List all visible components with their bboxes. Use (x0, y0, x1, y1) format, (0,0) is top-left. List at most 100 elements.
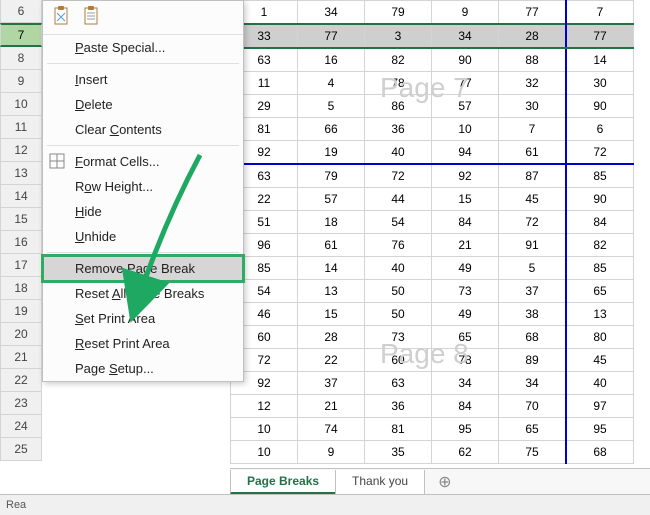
paste-icon[interactable] (51, 5, 73, 30)
cell[interactable]: 19 (298, 141, 365, 165)
cell[interactable]: 84 (566, 211, 634, 234)
cell[interactable]: 92 (432, 164, 499, 188)
menu-item-paste-special[interactable]: Paste Special... (43, 35, 243, 60)
cell[interactable]: 86 (365, 95, 432, 118)
cell[interactable]: 70 (499, 395, 567, 418)
cell[interactable]: 49 (432, 303, 499, 326)
cell[interactable]: 34 (298, 1, 365, 25)
row-header[interactable]: 6 (0, 0, 42, 23)
menu-item-format-cells[interactable]: Format Cells... (43, 149, 243, 174)
sheet-tab[interactable]: Page Breaks (230, 470, 336, 495)
cell[interactable]: 77 (499, 1, 567, 25)
cell[interactable]: 61 (499, 141, 567, 165)
cell[interactable]: 18 (298, 211, 365, 234)
cell[interactable]: 9 (432, 1, 499, 25)
cell[interactable]: 95 (566, 418, 634, 441)
cell[interactable]: 38 (499, 303, 567, 326)
menu-item-reset-print-area[interactable]: Reset Print Area (43, 331, 243, 356)
cell[interactable]: 30 (566, 72, 634, 95)
cell[interactable]: 45 (499, 188, 567, 211)
menu-item-reset-all-page-breaks[interactable]: Reset All Page Breaks (43, 281, 243, 306)
cell[interactable]: 61 (298, 234, 365, 257)
cell[interactable]: 73 (432, 280, 499, 303)
cell[interactable]: 84 (432, 395, 499, 418)
cell[interactable]: 77 (432, 72, 499, 95)
menu-item-insert[interactable]: Insert (43, 67, 243, 92)
menu-item-remove-page-break[interactable]: Remove Page Break (43, 256, 243, 281)
cell[interactable]: 80 (566, 326, 634, 349)
cell[interactable]: 12 (231, 395, 298, 418)
cell[interactable]: 65 (499, 418, 567, 441)
cell[interactable]: 89 (499, 349, 567, 372)
row-header[interactable]: 13 (0, 162, 42, 185)
cell[interactable]: 91 (499, 234, 567, 257)
cell[interactable]: 63 (365, 372, 432, 395)
cell[interactable]: 45 (566, 349, 634, 372)
cell[interactable]: 50 (365, 280, 432, 303)
cell[interactable]: 75 (499, 441, 567, 464)
row-header[interactable]: 20 (0, 323, 42, 346)
row-header[interactable]: 9 (0, 70, 42, 93)
cell[interactable]: 88 (499, 48, 567, 72)
cell[interactable]: 62 (432, 441, 499, 464)
cell[interactable]: 97 (566, 395, 634, 418)
cell[interactable]: 21 (432, 234, 499, 257)
cell[interactable]: 40 (566, 372, 634, 395)
cell[interactable]: 16 (298, 48, 365, 72)
cell[interactable]: 34 (432, 24, 499, 48)
menu-item-delete[interactable]: Delete (43, 92, 243, 117)
cell[interactable]: 5 (499, 257, 567, 280)
cell[interactable]: 72 (499, 211, 567, 234)
cell[interactable]: 34 (499, 372, 567, 395)
cell[interactable]: 7 (566, 1, 634, 25)
cell[interactable]: 54 (365, 211, 432, 234)
cell[interactable]: 13 (566, 303, 634, 326)
menu-item-page-setup[interactable]: Page Setup... (43, 356, 243, 381)
row-header[interactable]: 8 (0, 47, 42, 70)
cell[interactable]: 36 (365, 118, 432, 141)
cell[interactable]: 10 (231, 441, 298, 464)
menu-item-clear-contents[interactable]: Clear Contents (43, 117, 243, 142)
row-header[interactable]: 24 (0, 415, 42, 438)
cell[interactable]: 90 (566, 188, 634, 211)
row-header[interactable]: 7 (0, 23, 42, 47)
menu-item-set-print-area[interactable]: Set Print Area (43, 306, 243, 331)
cell[interactable]: 4 (298, 72, 365, 95)
sheet-tab[interactable]: Thank you (335, 470, 425, 495)
row-header[interactable]: 10 (0, 93, 42, 116)
cell[interactable]: 60 (365, 349, 432, 372)
cell[interactable]: 90 (566, 95, 634, 118)
cell[interactable]: 32 (499, 72, 567, 95)
row-header[interactable]: 12 (0, 139, 42, 162)
cell[interactable]: 77 (298, 24, 365, 48)
cell[interactable]: 90 (432, 48, 499, 72)
cell[interactable]: 15 (298, 303, 365, 326)
clipboard-icon[interactable] (81, 5, 103, 30)
cell[interactable]: 10 (432, 118, 499, 141)
cell[interactable]: 87 (499, 164, 567, 188)
cell[interactable]: 85 (566, 164, 634, 188)
row-header[interactable]: 23 (0, 392, 42, 415)
row-header[interactable]: 21 (0, 346, 42, 369)
cell[interactable]: 40 (365, 257, 432, 280)
cell[interactable]: 35 (365, 441, 432, 464)
spreadsheet-grid[interactable]: 1347997773377334287763168290881411478773… (230, 0, 634, 464)
cell[interactable]: 78 (365, 72, 432, 95)
cell[interactable]: 81 (365, 418, 432, 441)
cell[interactable]: 57 (432, 95, 499, 118)
cell[interactable]: 3 (365, 24, 432, 48)
row-header[interactable]: 25 (0, 438, 42, 461)
cell[interactable]: 65 (566, 280, 634, 303)
cell[interactable]: 66 (298, 118, 365, 141)
cell[interactable]: 15 (432, 188, 499, 211)
cell[interactable]: 5 (298, 95, 365, 118)
add-sheet-button[interactable]: ⊕ (424, 470, 465, 495)
row-header[interactable]: 16 (0, 231, 42, 254)
cell[interactable]: 37 (499, 280, 567, 303)
row-header[interactable]: 18 (0, 277, 42, 300)
cell[interactable]: 68 (566, 441, 634, 464)
cell[interactable]: 28 (298, 326, 365, 349)
cell[interactable]: 94 (432, 141, 499, 165)
cell[interactable]: 22 (298, 349, 365, 372)
row-header[interactable]: 11 (0, 116, 42, 139)
